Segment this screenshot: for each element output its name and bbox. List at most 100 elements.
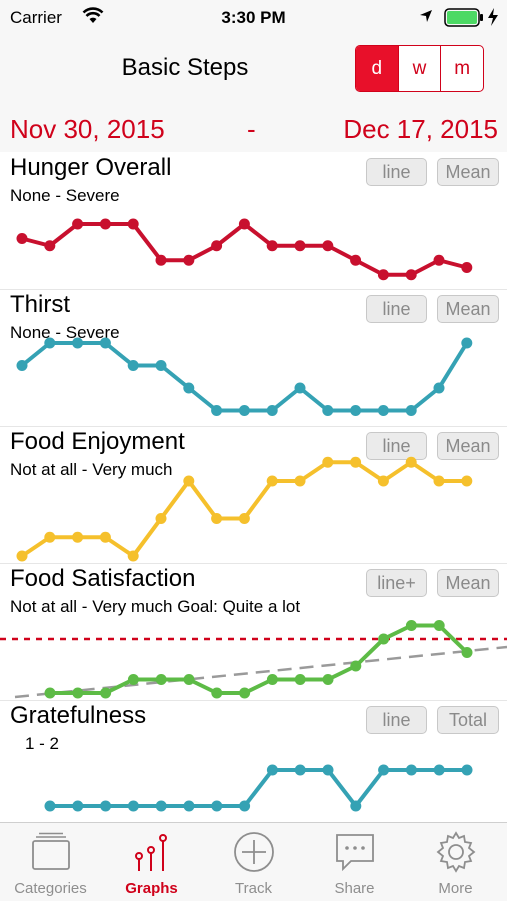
start-date[interactable]: Nov 30, 2015 bbox=[10, 114, 165, 144]
tab-more[interactable]: More bbox=[405, 823, 506, 901]
data-point bbox=[127, 360, 139, 371]
data-point bbox=[405, 456, 417, 468]
data-point bbox=[211, 800, 223, 812]
tab-categories[interactable]: Categories bbox=[0, 823, 101, 901]
data-point bbox=[461, 475, 473, 487]
series-line bbox=[20, 460, 467, 558]
data-point bbox=[99, 531, 111, 543]
series-line bbox=[20, 341, 469, 413]
data-point bbox=[461, 647, 473, 658]
data-point bbox=[127, 800, 139, 812]
panel-hunger-overall: Hunger Overall None - Severe line Mean bbox=[0, 152, 507, 290]
data-point bbox=[405, 269, 417, 281]
data-point bbox=[16, 550, 28, 562]
panel-title: Gratefulness bbox=[10, 702, 147, 729]
clock: 3:30 PM bbox=[221, 8, 286, 27]
hunger-chart bbox=[16, 218, 473, 281]
aggregate-button[interactable]: Mean bbox=[437, 295, 499, 323]
data-point bbox=[239, 687, 251, 699]
location-icon bbox=[420, 10, 432, 22]
chart-type-button[interactable]: line bbox=[366, 432, 427, 460]
data-point bbox=[183, 382, 195, 394]
data-point bbox=[294, 382, 306, 394]
aggregate-button[interactable]: Mean bbox=[437, 158, 499, 186]
end-date[interactable]: Dec 17, 2015 bbox=[343, 114, 498, 144]
tab-label: Track bbox=[235, 880, 272, 897]
trend-line bbox=[14, 645, 507, 699]
panel-scale: Not at all - Very much Goal: Quite a lot bbox=[10, 597, 301, 616]
panel-title: Thirst bbox=[10, 291, 70, 318]
data-point bbox=[211, 240, 223, 252]
data-point bbox=[350, 800, 362, 812]
data-point bbox=[350, 254, 362, 266]
data-point bbox=[378, 633, 390, 645]
data-point bbox=[72, 337, 84, 349]
categories-icon bbox=[32, 832, 70, 870]
panel-scale: None - Severe bbox=[10, 186, 120, 205]
chart-type-button[interactable]: line bbox=[366, 158, 427, 186]
data-point bbox=[155, 254, 167, 266]
panel-food-enjoyment: Food Enjoyment Not at all - Very much li… bbox=[0, 426, 507, 564]
data-point bbox=[183, 800, 195, 812]
tab-label: More bbox=[438, 880, 473, 897]
data-point bbox=[155, 800, 167, 812]
status-bar: Carrier 3:30 PM bbox=[0, 0, 507, 36]
graphs-icon bbox=[135, 834, 167, 871]
data-point bbox=[405, 405, 417, 416]
chart-type-button[interactable]: line bbox=[366, 706, 427, 734]
data-point bbox=[183, 475, 195, 487]
series-line bbox=[50, 768, 467, 808]
data-point bbox=[294, 764, 306, 776]
data-point bbox=[183, 254, 195, 266]
data-point bbox=[433, 620, 445, 631]
data-point bbox=[238, 513, 250, 524]
data-point bbox=[127, 550, 139, 562]
gear-icon bbox=[436, 831, 476, 873]
data-point bbox=[461, 764, 473, 776]
segment-month[interactable]: m bbox=[440, 46, 483, 91]
data-point bbox=[405, 764, 417, 776]
data-point bbox=[378, 764, 390, 776]
data-point bbox=[100, 800, 112, 812]
data-point bbox=[44, 800, 56, 812]
segment-week[interactable]: w bbox=[397, 46, 441, 91]
tab-track[interactable]: Track bbox=[203, 823, 304, 901]
battery-icon bbox=[444, 8, 483, 27]
aggregate-button[interactable]: Total bbox=[437, 706, 499, 734]
page-title: Basic Steps bbox=[121, 54, 249, 81]
panel-title: Hunger Overall bbox=[10, 154, 172, 181]
charging-icon bbox=[488, 8, 498, 26]
data-point bbox=[322, 764, 334, 776]
plus-icon bbox=[234, 832, 274, 872]
data-point bbox=[322, 674, 334, 685]
satisfaction-chart bbox=[0, 620, 507, 699]
navigation-bar: Basic Steps d w m bbox=[0, 36, 507, 104]
data-point bbox=[127, 218, 139, 230]
panel-scale: 1 - 2 bbox=[25, 734, 60, 753]
segment-day[interactable]: d bbox=[356, 46, 398, 91]
data-point bbox=[350, 405, 362, 416]
data-point bbox=[211, 513, 223, 524]
wifi-icon bbox=[82, 7, 104, 23]
data-point bbox=[461, 262, 473, 273]
data-point bbox=[72, 531, 84, 543]
chart-type-button[interactable]: line bbox=[366, 295, 427, 323]
tab-graphs[interactable]: Graphs bbox=[101, 823, 202, 901]
tab-label: Graphs bbox=[125, 880, 178, 897]
data-point bbox=[99, 337, 111, 349]
aggregate-button[interactable]: Mean bbox=[437, 432, 499, 460]
data-point bbox=[155, 360, 167, 371]
data-point bbox=[322, 456, 334, 468]
tab-label: Share bbox=[334, 880, 375, 897]
chart-type-button[interactable]: line+ bbox=[366, 569, 427, 597]
series-line bbox=[50, 623, 469, 695]
data-point bbox=[100, 687, 112, 699]
data-point bbox=[72, 800, 84, 812]
data-point bbox=[238, 405, 250, 416]
data-point bbox=[266, 764, 278, 776]
data-point bbox=[294, 475, 306, 487]
data-point bbox=[433, 254, 445, 266]
period-segmented-control: d w m bbox=[355, 45, 484, 92]
aggregate-button[interactable]: Mean bbox=[437, 569, 499, 597]
tab-share[interactable]: Share bbox=[304, 823, 405, 901]
